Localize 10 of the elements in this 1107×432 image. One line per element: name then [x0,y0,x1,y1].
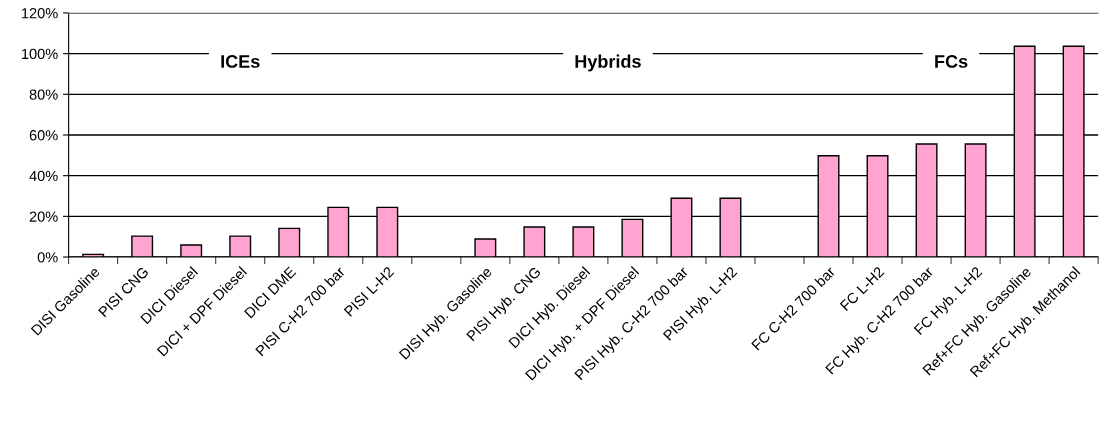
annotation: Hybrids [575,54,641,72]
annotation: ICEs [221,55,260,68]
y-tick-label: 20% [29,211,58,222]
annotation: FCs [935,55,968,68]
y-tick-label: 100% [22,48,58,60]
y-tick-label: 40% [29,170,58,182]
y-tick-label: 120% [22,8,58,19]
y-tick-label: 0% [37,252,58,263]
y-tick-label: 80% [29,89,58,100]
y-tick-label: 60% [29,130,58,141]
